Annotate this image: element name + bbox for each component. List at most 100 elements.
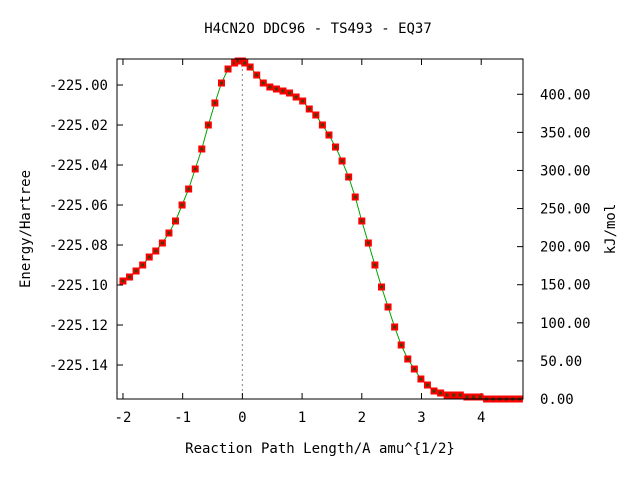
data-point-core [399, 343, 403, 347]
data-point [279, 87, 287, 95]
data-point [364, 239, 372, 247]
data-point-core [353, 195, 357, 199]
data-point [404, 355, 412, 363]
y-right-tick-label: 200.00 [540, 240, 591, 256]
data-point-core [187, 187, 191, 191]
y-right-tick-label: 250.00 [540, 202, 591, 218]
y-tick-label: -225.00 [49, 78, 108, 94]
data-point [266, 83, 274, 91]
data-point-core [255, 73, 259, 77]
data-point-core [406, 357, 410, 361]
series-line [122, 60, 520, 400]
data-point [417, 375, 425, 383]
y-axis-label-left: Energy/Hartree [18, 170, 34, 288]
data-point-core [379, 285, 383, 289]
data-point-core [128, 275, 132, 279]
x-tick-label: 2 [358, 410, 366, 426]
data-point-core [180, 203, 184, 207]
data-point-core [154, 249, 158, 253]
data-point-core [141, 263, 145, 267]
data-point [217, 79, 225, 87]
y-right-tick-label: 300.00 [540, 163, 591, 179]
data-point-core [334, 145, 338, 149]
data-point-core [327, 133, 331, 137]
y-right-tick-label: 100.00 [540, 316, 591, 332]
data-point-core [226, 67, 230, 71]
data-point [371, 261, 379, 269]
y-tick-label: -225.02 [49, 118, 108, 134]
y-tick-label: -225.06 [49, 198, 108, 214]
data-point [338, 157, 346, 165]
data-point [318, 121, 326, 129]
data-point-core [465, 395, 469, 399]
data-point-core [393, 325, 397, 329]
data-point-core [432, 389, 436, 393]
data-point [119, 277, 127, 285]
data-point-core [419, 377, 423, 381]
data-point-core [206, 123, 210, 127]
data-point [450, 391, 458, 399]
y-right-tick-label: 150.00 [540, 278, 591, 294]
data-point [345, 173, 353, 181]
data-point [391, 323, 399, 331]
data-point [259, 79, 267, 87]
data-point-core [478, 395, 482, 399]
data-point [172, 217, 180, 225]
data-point [211, 99, 219, 107]
x-tick-label: 3 [417, 410, 425, 426]
plot-area [119, 57, 523, 403]
data-point-core [347, 175, 351, 179]
data-point [305, 105, 313, 113]
data-point [158, 239, 166, 247]
data-point-core [452, 393, 456, 397]
data-point [325, 131, 333, 139]
data-point [377, 283, 385, 291]
y-right-tick-label: 400.00 [540, 87, 591, 103]
y-axis-label-right: kJ/mol [603, 204, 619, 255]
data-point-core [167, 231, 171, 235]
data-point-core [307, 107, 311, 111]
data-point [384, 303, 392, 311]
data-point-core [213, 101, 217, 105]
data-point-core [301, 99, 305, 103]
data-point [437, 389, 445, 397]
data-point [423, 381, 431, 389]
x-tick-label: -2 [115, 410, 132, 426]
data-point-core [200, 147, 204, 151]
data-point-core [288, 91, 292, 95]
y-tick-label: -225.04 [49, 158, 108, 174]
y-tick-label: -225.10 [49, 278, 108, 294]
data-point [292, 93, 300, 101]
data-point [463, 393, 471, 401]
data-point [234, 57, 242, 65]
data-point-core [268, 85, 272, 89]
data-point-core [248, 65, 252, 69]
data-point [286, 89, 294, 97]
data-point [312, 111, 320, 119]
y-tick-label: -225.08 [49, 238, 108, 254]
x-tick-label: 4 [477, 410, 485, 426]
x-tick-label: -1 [174, 410, 191, 426]
data-point-core [458, 393, 462, 397]
data-point [241, 59, 249, 67]
x-tick-label: 1 [298, 410, 306, 426]
data-point [139, 261, 147, 269]
data-point-core [386, 305, 390, 309]
x-tick-label: 0 [238, 410, 246, 426]
data-point-core [471, 395, 475, 399]
data-point-core [366, 241, 370, 245]
y-right-tick-label: 350.00 [540, 125, 591, 141]
data-point [299, 97, 307, 105]
y-right-tick-label: 0.00 [540, 392, 574, 408]
data-point [126, 273, 134, 281]
data-point-core [174, 219, 178, 223]
plot-frame [116, 58, 524, 400]
axis-ticks: -2 -1 0 1 2 3 4 -225.00 -225.02 -225.04 -225.06 -22… [49, 59, 591, 426]
data-point [253, 71, 261, 79]
data-point [198, 145, 206, 153]
data-point [351, 193, 359, 201]
data-point-core [236, 59, 240, 63]
data-point [132, 267, 140, 275]
data-point-core [360, 219, 364, 223]
